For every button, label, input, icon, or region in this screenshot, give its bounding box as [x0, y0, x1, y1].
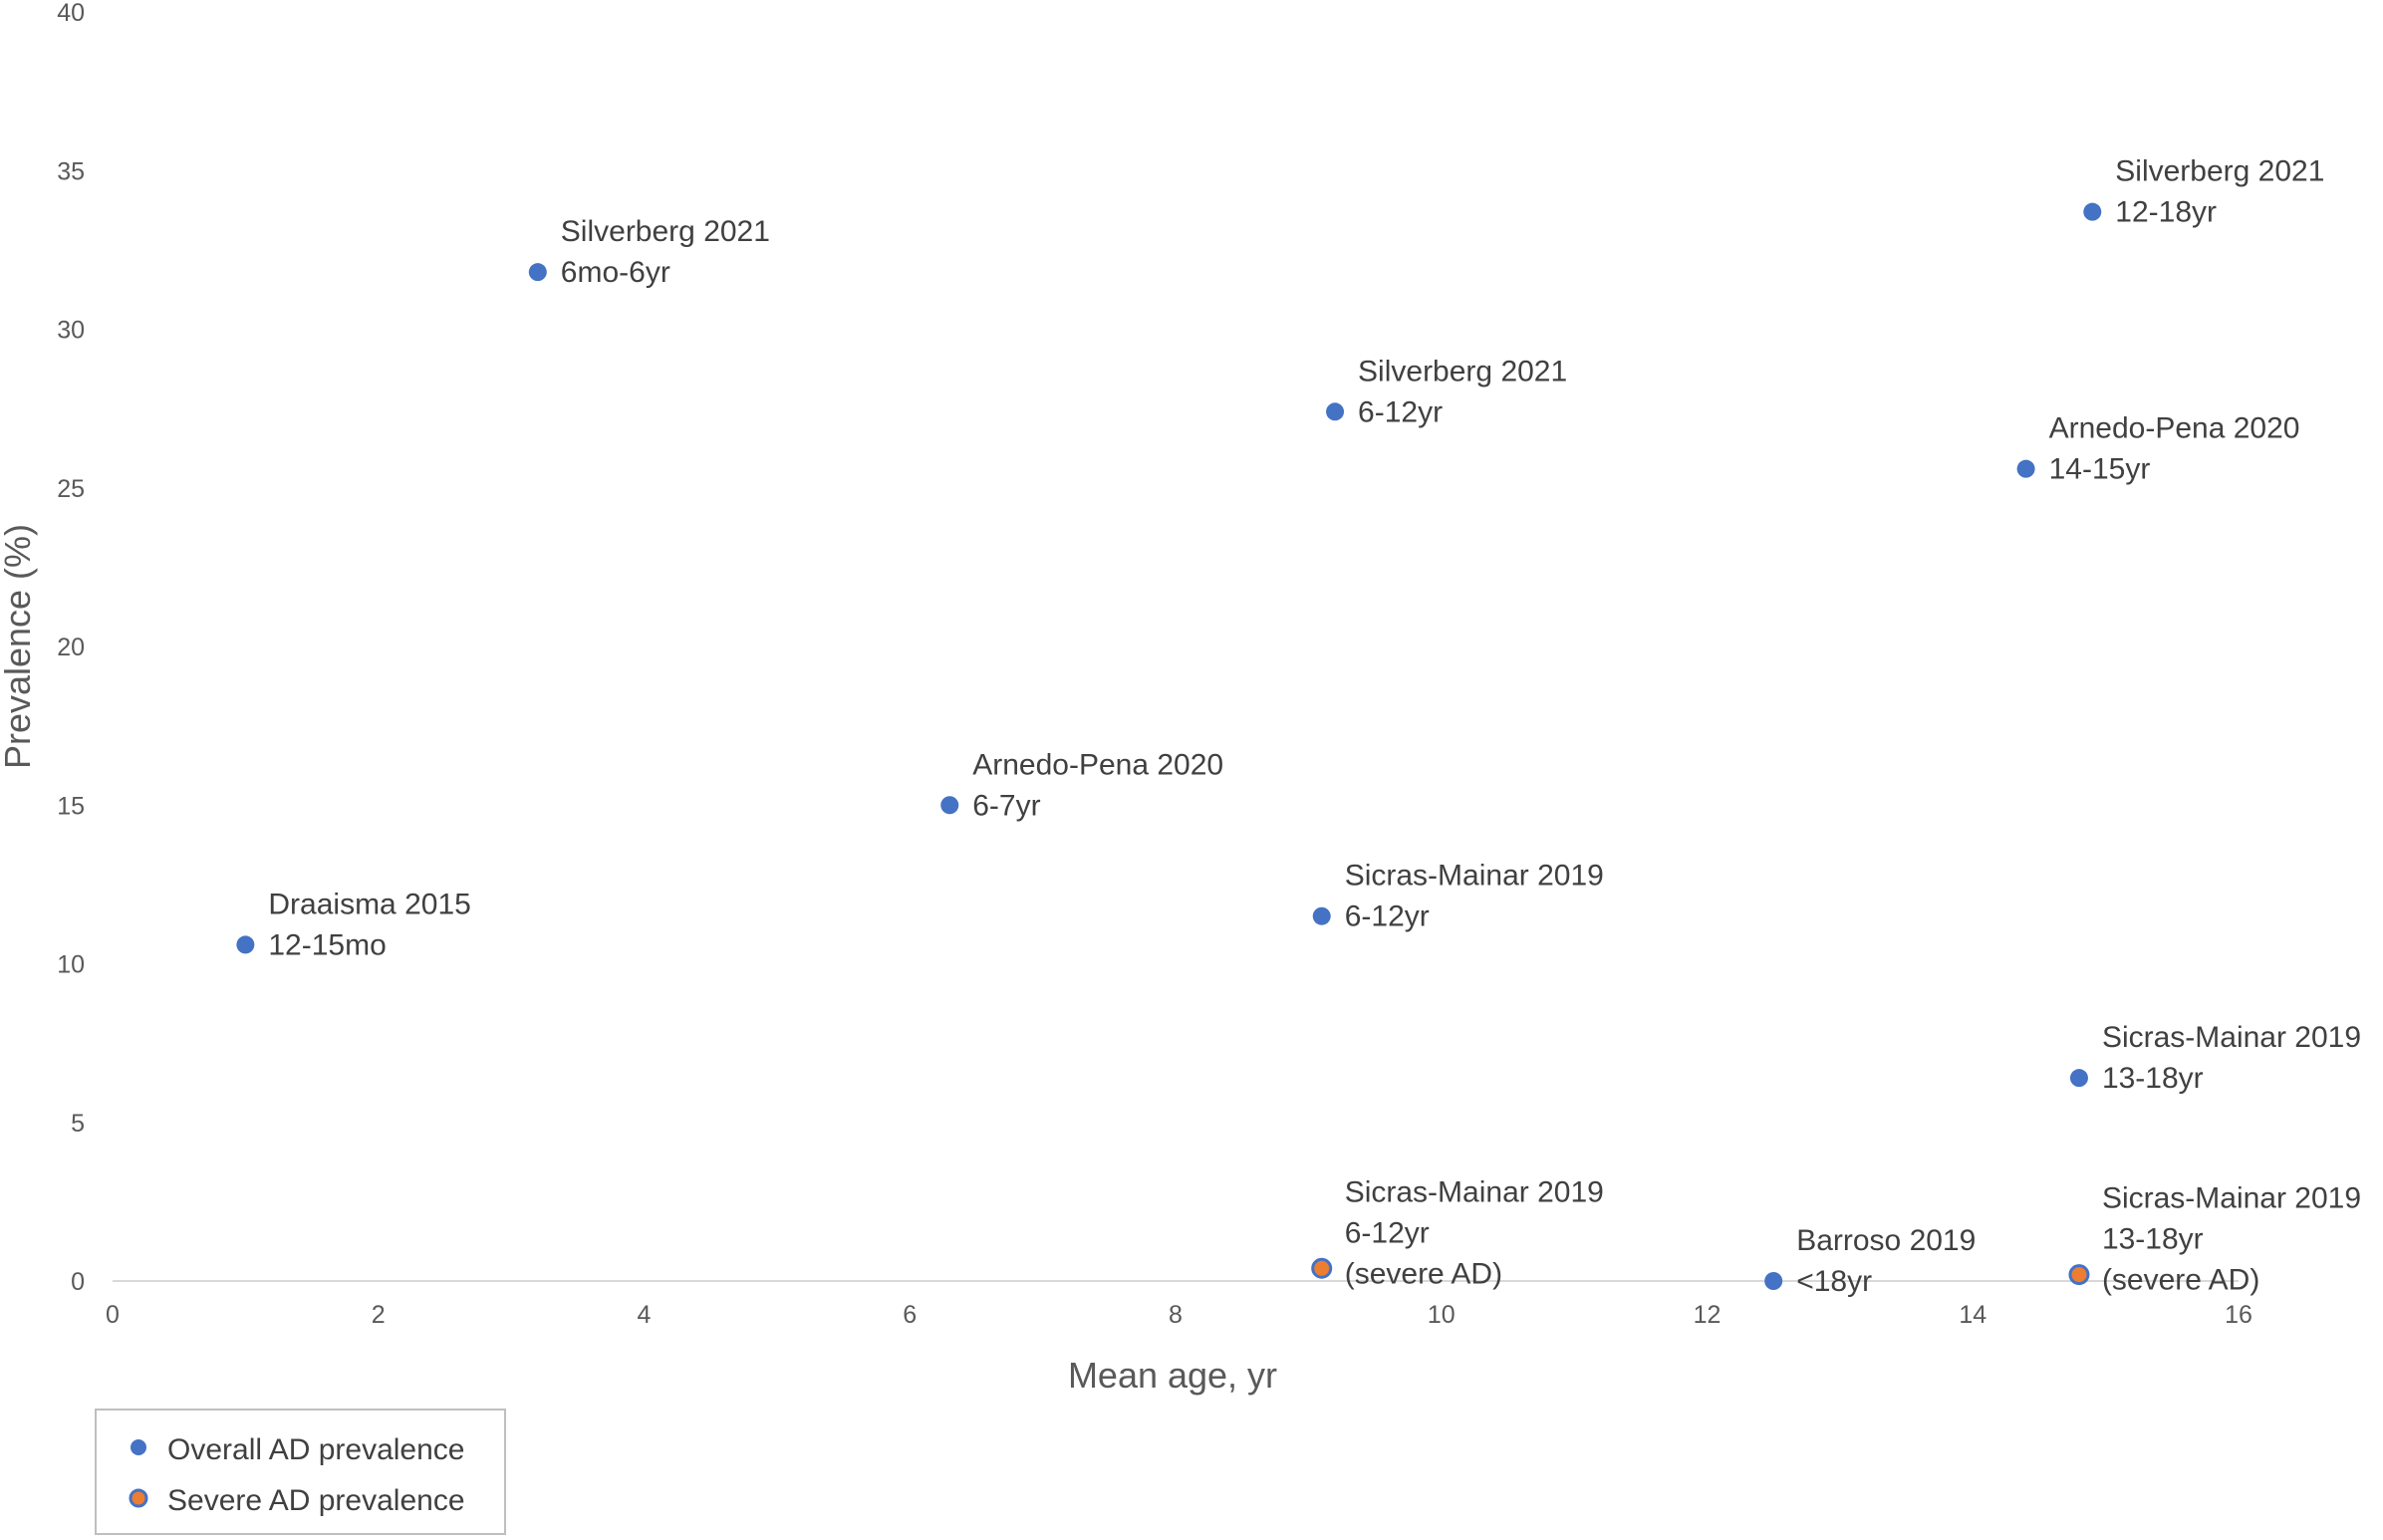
y-tick-label: 35 [57, 157, 85, 185]
severe-ad-point [2068, 1264, 2090, 1286]
point-label: 6-12yr [1345, 900, 1430, 933]
y-axis-ticks: 0 5 10 15 20 25 30 35 40 [57, 0, 85, 1296]
overall-ad-point [1764, 1272, 1783, 1290]
y-tick-label: 25 [57, 475, 85, 503]
legend: Overall AD prevalence Severe AD prevalenc… [95, 1409, 506, 1535]
point-label: (severe AD) [2102, 1264, 2259, 1297]
point-label: 12-18yr [2115, 196, 2217, 229]
x-tick-label: 8 [1169, 1301, 1183, 1329]
overall-ad-point [528, 263, 547, 282]
overall-ad-point [236, 935, 255, 954]
point-label: 6-12yr [1345, 1216, 1430, 1249]
point-label: 14-15yr [2049, 453, 2151, 486]
point-label: Arnedo-Pena 2020 [2049, 412, 2300, 445]
x-tick-label: 2 [372, 1301, 386, 1329]
point-label: Sicras-Mainar 2019 [1345, 860, 1604, 893]
point-label: Silverberg 2021 [2115, 155, 2324, 188]
legend-entry: Overall AD prevalence [167, 1433, 464, 1466]
point-label: Silverberg 2021 [1358, 355, 1567, 387]
overall-ad-point [2016, 459, 2035, 478]
x-tick-label: 6 [903, 1301, 917, 1329]
x-tick-label: 12 [1694, 1301, 1721, 1329]
overall-ad-point [2083, 202, 2102, 221]
x-tick-label: 0 [106, 1301, 120, 1329]
point-label: Arnedo-Pena 2020 [972, 748, 1223, 781]
overall-ad-point [940, 796, 959, 815]
severe-ad-point [1311, 1257, 1333, 1279]
overall-ad-point [1312, 906, 1331, 925]
y-tick-label: 40 [57, 0, 85, 27]
x-axis-ticks: 0 2 4 6 8 10 12 14 16 [106, 1301, 2252, 1329]
y-tick-label: 10 [57, 951, 85, 979]
point-label: Draaisma 2015 [268, 888, 470, 920]
overall-ad-point [2069, 1069, 2088, 1088]
y-axis-title: Prevalence (%) [0, 524, 38, 769]
point-label: Sicras-Mainar 2019 [1345, 1175, 1604, 1208]
point-label: <18yr [1796, 1265, 1872, 1298]
legend-entry: Severe AD prevalence [167, 1484, 465, 1517]
point-label: 6mo-6yr [561, 256, 670, 289]
data-point-labels: Draaisma 2015 12-15mo Silverberg 2021 6mo-6… [268, 155, 2361, 1298]
overall-ad-point [1326, 402, 1345, 421]
point-label: 6-12yr [1358, 395, 1443, 428]
y-tick-label: 20 [57, 634, 85, 661]
data-points [236, 202, 2102, 1290]
point-label: (severe AD) [1345, 1257, 1502, 1290]
y-tick-label: 30 [57, 317, 85, 345]
point-label: Sicras-Mainar 2019 [2102, 1021, 2361, 1054]
point-label: 6-7yr [972, 789, 1040, 822]
y-tick-label: 15 [57, 792, 85, 820]
point-label: Sicras-Mainar 2019 [2102, 1182, 2361, 1215]
point-label: 12-15mo [268, 928, 386, 961]
x-axis-title: Mean age, yr [1068, 1355, 1277, 1396]
legend-severe-marker [129, 1488, 148, 1508]
legend-box [95, 1409, 506, 1535]
y-tick-label: 0 [71, 1268, 85, 1296]
point-label: Barroso 2019 [1796, 1224, 1976, 1257]
x-tick-label: 4 [638, 1301, 652, 1329]
legend-overall-marker [131, 1439, 146, 1455]
x-tick-label: 16 [2225, 1301, 2252, 1329]
point-label: Silverberg 2021 [561, 215, 770, 248]
point-label: 13-18yr [2102, 1062, 2204, 1095]
x-tick-label: 10 [1428, 1301, 1456, 1329]
y-tick-label: 5 [71, 1110, 85, 1138]
point-label: 13-18yr [2102, 1223, 2204, 1256]
x-tick-label: 14 [1959, 1301, 1986, 1329]
